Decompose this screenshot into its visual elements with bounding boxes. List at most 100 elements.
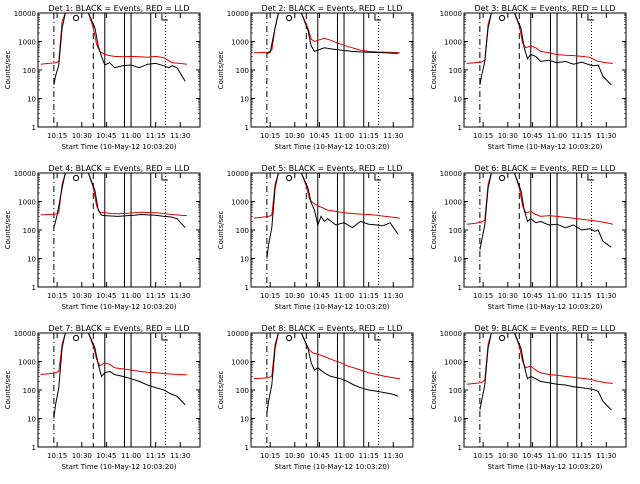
x-tick-label: 10:30 <box>285 292 305 300</box>
x-tick-label: 11:00 <box>334 292 354 300</box>
x-tick-label: 10:15 <box>473 292 493 300</box>
y-tick-label: 10 <box>240 96 249 104</box>
plot-frame <box>37 12 201 128</box>
y-tick-label: 10000 <box>227 10 249 18</box>
y-axis-label: Counts/sec <box>430 211 438 250</box>
y-axis-label: Counts/sec <box>4 211 12 250</box>
series-line-black-events <box>479 173 612 250</box>
y-tick-label: 1000 <box>231 39 249 47</box>
y-tick-label: 1 <box>32 124 36 132</box>
marker-circle <box>498 14 506 22</box>
series-line-black-events <box>53 13 186 85</box>
chart-panel-det-2: Det 2: BLACK = Events, RED = LLD 1 10 100 10… <box>217 4 414 151</box>
y-tick-label: 1000 <box>444 199 462 207</box>
x-tick-label: 10:30 <box>498 132 518 140</box>
chart-panel-det-8: Det 8: BLACK = Events, RED = LLD 1 10 100 10… <box>217 324 414 471</box>
marker-corner <box>161 14 168 21</box>
y-tick-label: 100 <box>449 67 462 75</box>
marker-corner <box>587 334 594 341</box>
series-line-black-events <box>479 333 612 411</box>
chart-panel-det-3: Det 3: BLACK = Events, RED = LLD 1 10 100 10… <box>430 4 627 151</box>
x-tick-label: 11:15 <box>572 132 592 140</box>
y-tick-label: 10000 <box>227 170 249 178</box>
chart-title: Det 2: BLACK = Events, RED = LLD <box>262 4 403 13</box>
x-tick-label: 11:30 <box>383 132 403 140</box>
x-tick-label: 11:00 <box>121 292 141 300</box>
plot-frame <box>37 172 201 288</box>
y-tick-label: 10 <box>240 416 249 424</box>
marker-corner <box>587 14 594 21</box>
chart-panel-det-5: Det 5: BLACK = Events, RED = LLD 1 10 100 10… <box>217 164 414 311</box>
y-tick-label: 1 <box>458 124 462 132</box>
y-tick-label: 10000 <box>440 330 462 338</box>
x-tick-label: 10:30 <box>285 132 305 140</box>
y-tick-label: 100 <box>23 227 36 235</box>
x-tick-label: 10:45 <box>522 292 542 300</box>
x-tick-label: 11:00 <box>121 452 141 460</box>
plot-frame <box>250 332 414 448</box>
plot-frame <box>37 332 201 448</box>
marker-corner <box>587 174 594 181</box>
y-axis-label: Counts/sec <box>430 51 438 90</box>
chart-title: Det 7: BLACK = Events, RED = LLD <box>49 324 190 333</box>
y-tick-label: 10000 <box>440 10 462 18</box>
y-tick-label: 10000 <box>14 10 36 18</box>
y-tick-label: 1000 <box>18 39 36 47</box>
series-line-red-lld <box>40 333 187 376</box>
y-axis-label: Counts/sec <box>217 211 225 250</box>
chart-title: Det 9: BLACK = Events, RED = LLD <box>475 324 616 333</box>
x-tick-label: 11:30 <box>596 132 616 140</box>
marker-corner <box>374 334 381 341</box>
y-tick-label: 1000 <box>444 39 462 47</box>
chart-panel-det-9: Det 9: BLACK = Events, RED = LLD 1 10 100 10… <box>430 324 627 471</box>
y-tick-label: 1000 <box>231 359 249 367</box>
y-tick-label: 10 <box>27 96 36 104</box>
x-tick-label: 10:45 <box>522 132 542 140</box>
chart-title: Det 4: BLACK = Events, RED = LLD <box>49 164 190 173</box>
x-tick-label: 10:30 <box>285 452 305 460</box>
y-tick-label: 1 <box>32 444 36 452</box>
y-tick-label: 1000 <box>231 199 249 207</box>
y-tick-label: 1000 <box>18 199 36 207</box>
y-tick-label: 10 <box>453 416 462 424</box>
plot-frame <box>250 12 414 128</box>
y-tick-label: 10 <box>27 256 36 264</box>
y-tick-label: 100 <box>449 227 462 235</box>
x-tick-label: 10:45 <box>309 132 329 140</box>
x-tick-label: 10:15 <box>260 132 280 140</box>
chart-title: Det 6: BLACK = Events, RED = LLD <box>475 164 616 173</box>
x-tick-label: 10:15 <box>47 132 67 140</box>
x-tick-label: 10:45 <box>309 292 329 300</box>
marker-circle <box>285 334 293 342</box>
series-line-black-events <box>53 333 186 419</box>
y-tick-label: 10 <box>240 256 249 264</box>
plot-frame <box>250 172 414 288</box>
x-tick-label: 10:15 <box>473 452 493 460</box>
series-line-red-lld <box>40 173 187 217</box>
series-line-black-events <box>266 13 399 54</box>
x-tick-label: 10:45 <box>96 132 116 140</box>
x-tick-label: 10:15 <box>260 292 280 300</box>
y-tick-label: 1000 <box>18 359 36 367</box>
y-axis-label: Counts/sec <box>4 51 12 90</box>
x-axis-label: Start Time (10-May-12 10:03:20) <box>487 303 602 311</box>
series-line-red-lld <box>466 333 613 385</box>
marker-corner <box>161 174 168 181</box>
plot-frame <box>463 332 627 448</box>
plot-frame <box>463 12 627 128</box>
y-tick-label: 10 <box>27 416 36 424</box>
x-axis-label: Start Time (10-May-12 10:03:20) <box>61 463 176 471</box>
y-axis-label: Counts/sec <box>217 371 225 410</box>
marker-circle <box>498 174 506 182</box>
chart-panel-det-7: Det 7: BLACK = Events, RED = LLD 1 10 100 10… <box>4 324 201 471</box>
marker-circle <box>72 14 80 22</box>
x-tick-label: 11:00 <box>547 292 567 300</box>
y-tick-label: 100 <box>23 387 36 395</box>
x-tick-label: 10:45 <box>309 452 329 460</box>
x-tick-label: 11:00 <box>334 452 354 460</box>
marker-circle <box>285 14 293 22</box>
x-tick-label: 11:15 <box>572 452 592 460</box>
x-axis-label: Start Time (10-May-12 10:03:20) <box>274 463 389 471</box>
